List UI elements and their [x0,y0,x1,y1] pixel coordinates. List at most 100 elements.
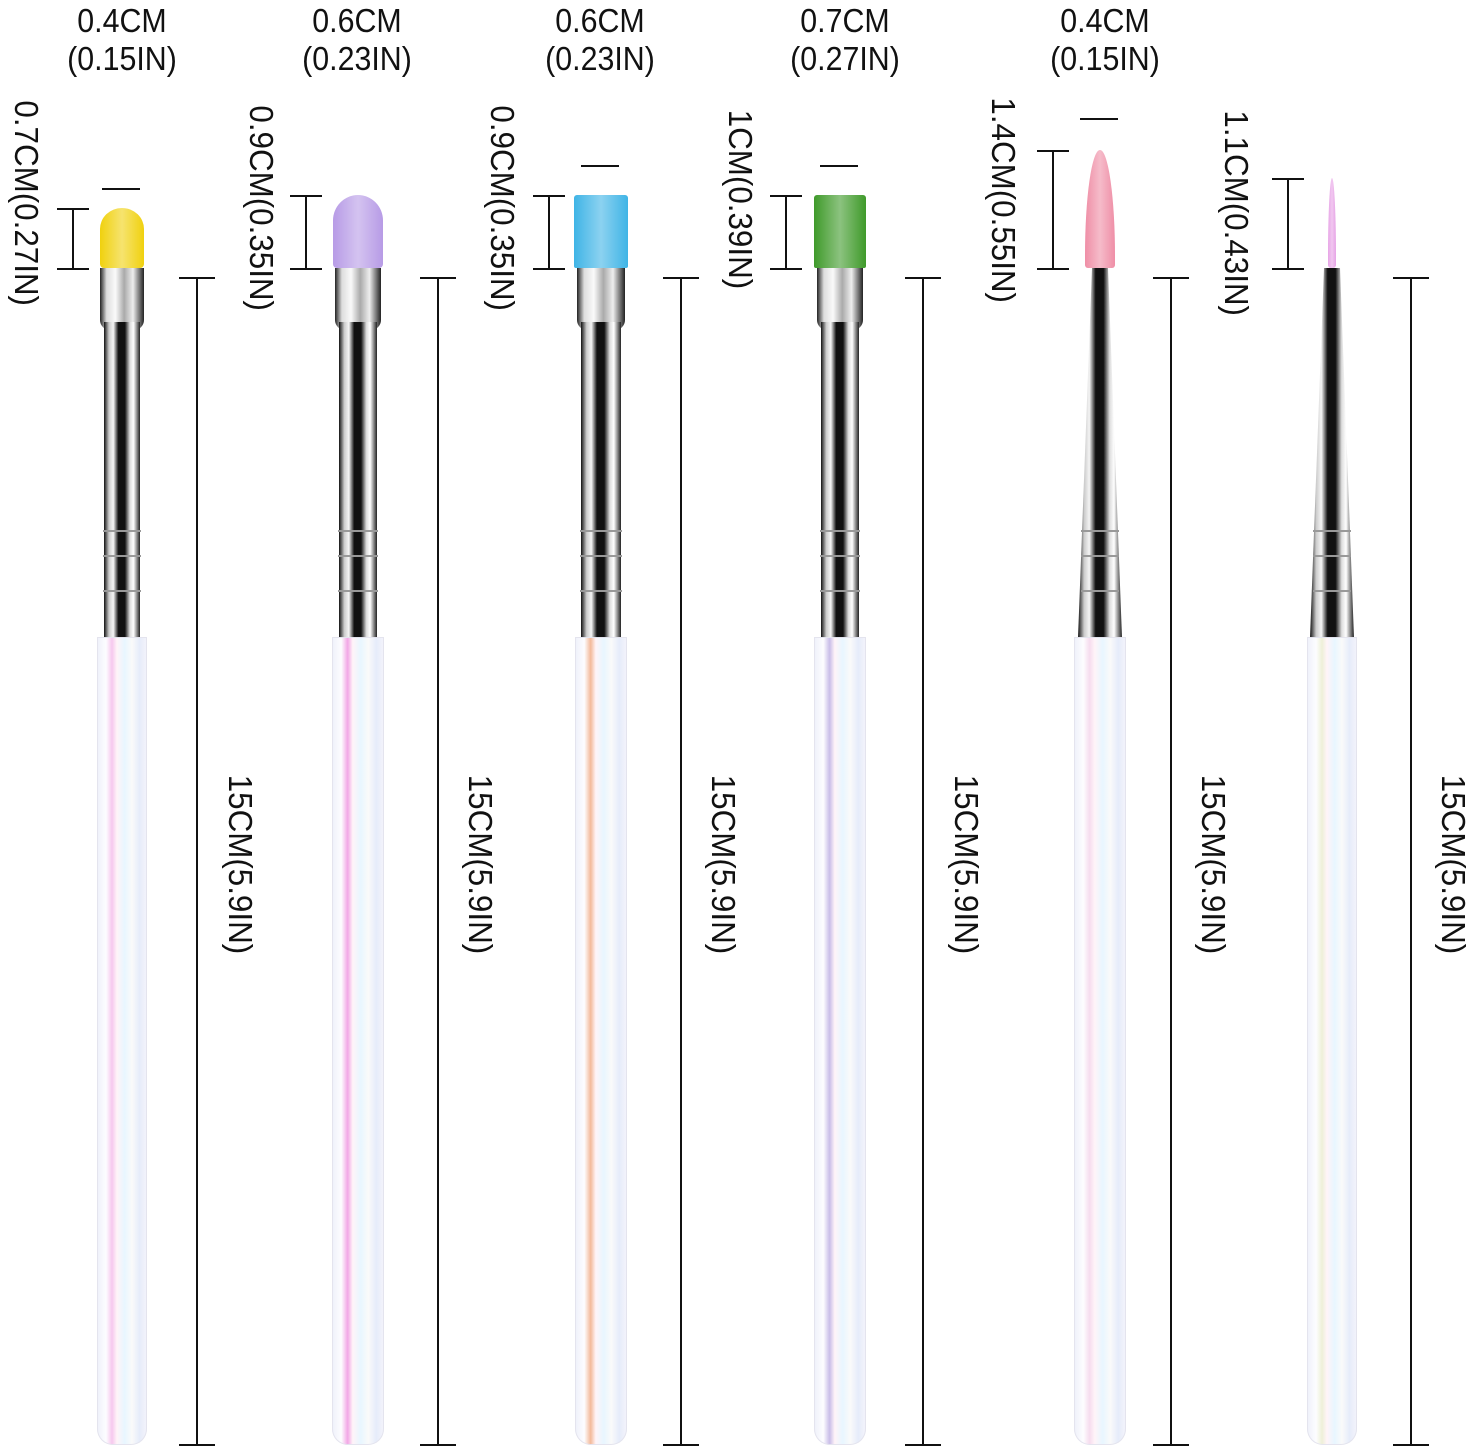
bristle-bracket-cap-bottom [57,268,89,270]
bristle-bracket-cap-top [57,208,89,210]
iridescent-handle [332,637,384,1445]
bristle-bracket [1052,150,1054,268]
bristle [1085,150,1115,268]
bristle [1328,178,1336,268]
total-length-cap-bottom [420,1444,456,1446]
width-in-label: (0.23IN) [302,40,412,77]
width-in-label: (0.23IN) [545,40,655,77]
metal-shaft [581,322,621,638]
total-length-label: 15CM(5.9IN) [948,774,985,955]
total-length-cap-top [179,277,215,279]
total-length-cap-bottom [663,1444,699,1446]
bristle-bracket-cap-top [1272,178,1304,180]
shaft-ring [1081,555,1119,557]
total-length-bracket [922,277,924,1445]
bristle-length-label: 0.9CM(0.35IN) [243,105,280,311]
metal-shaft [1078,268,1122,638]
total-length-cap-top [905,277,941,279]
shaft-ring [103,590,141,592]
total-length-label: 15CM(5.9IN) [222,774,259,955]
width-in-label: (0.15IN) [67,40,177,77]
total-length-bracket [1170,277,1172,1445]
bristle-bracket [785,195,787,268]
total-length-cap-top [1153,277,1189,279]
bristle-bracket-cap-top [770,195,802,197]
bristle-bracket-cap-bottom [1037,268,1069,270]
iridescent-handle [97,637,147,1445]
ferrule [335,268,381,330]
shaft-ring [338,555,378,557]
bristle-length-label: 1.1CM(0.43IN) [1218,110,1255,316]
width-cm-label: 0.7CM [800,2,890,39]
width-cm-label: 0.6CM [555,2,645,39]
metal-shaft [104,322,140,638]
bristle-bracket-cap-bottom [290,268,322,270]
ferrule [100,268,144,330]
total-length-cap-top [420,277,456,279]
total-length-bracket [437,277,439,1445]
metal-shaft [1310,268,1354,638]
total-length-cap-bottom [179,1444,215,1446]
total-length-label: 15CM(5.9IN) [705,774,742,955]
width-in-label: (0.27IN) [790,40,900,77]
ferrule [817,268,863,330]
width-tick [1080,118,1118,120]
shaft-ring [338,530,378,532]
shaft-ring [820,555,860,557]
iridescent-handle [1307,637,1357,1445]
total-length-cap-top [663,277,699,279]
metal-shaft [821,322,859,638]
total-length-bracket [196,277,198,1445]
bristle-length-label: 1CM(0.39IN) [722,109,759,290]
metal-shaft [339,322,377,638]
width-cm-label: 0.4CM [77,2,167,39]
shaft-ring [103,555,141,557]
total-length-cap-bottom [1153,1444,1189,1446]
shaft-ring [1081,530,1119,532]
shaft-ring [1313,590,1351,592]
total-length-cap-top [1393,277,1429,279]
bristle-bracket-cap-top [533,195,565,197]
bristle-bracket-cap-top [290,195,322,197]
bristle [100,208,144,268]
iridescent-handle [814,637,866,1445]
bristle [574,195,628,268]
total-length-bracket [1410,277,1412,1445]
shaft-ring [103,530,141,532]
shaft-ring [1081,590,1119,592]
shaft-ring [1313,530,1351,532]
total-length-bracket [680,277,682,1445]
iridescent-handle [575,637,627,1445]
bristle-bracket-cap-bottom [770,268,802,270]
bristle-length-label: 0.9CM(0.35IN) [484,105,521,311]
bristle-length-label: 1.4CM(0.55IN) [985,97,1022,303]
bristle [333,195,383,268]
width-cm-label: 0.6CM [312,2,402,39]
bristle-bracket [72,208,74,268]
iridescent-handle [1074,637,1126,1445]
shaft-ring [1313,555,1351,557]
ferrule [577,268,625,330]
total-length-cap-bottom [905,1444,941,1446]
bristle-bracket-cap-bottom [533,268,565,270]
width-tick [820,165,858,167]
bristle-bracket [548,195,550,268]
width-cm-label: 0.4CM [1060,2,1150,39]
bristle-bracket [1287,178,1289,268]
bristle-bracket [305,195,307,268]
shaft-ring [580,530,622,532]
width-in-label: (0.15IN) [1050,40,1160,77]
bristle-bracket-cap-bottom [1272,268,1304,270]
bristle [814,195,866,268]
total-length-label: 15CM(5.9IN) [1195,774,1232,955]
shaft-ring [338,590,378,592]
shaft-ring [820,530,860,532]
width-tick [581,165,619,167]
shaft-ring [580,555,622,557]
total-length-label: 15CM(5.9IN) [462,774,499,955]
shaft-ring [580,590,622,592]
bristle-length-label: 0.7CM(0.27IN) [8,100,45,306]
width-tick [102,188,140,190]
bristle-bracket-cap-top [1037,150,1069,152]
